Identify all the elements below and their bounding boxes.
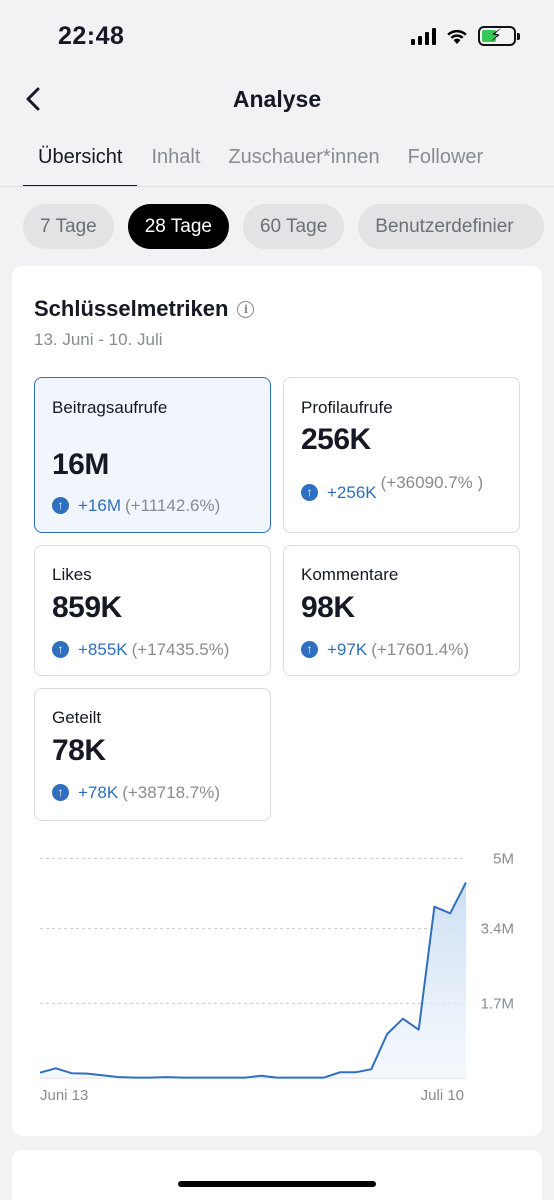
arrow-up-circle-icon: ↑ <box>301 641 318 658</box>
y-tick-label: 3.4M <box>481 921 514 938</box>
metric-card-shares[interactable]: Geteilt 78K ↑ +78K (+38718.7%) <box>34 688 271 821</box>
metric-label: Beitragsaufrufe <box>52 398 168 417</box>
metric-delta: +855K <box>78 640 128 659</box>
metric-delta: +97K <box>327 640 368 659</box>
metric-delta: +78K <box>78 783 119 802</box>
metric-percent: (+11142.6%) <box>125 496 221 515</box>
arrow-up-circle-icon: ↑ <box>301 484 318 501</box>
metric-percent: (+36090.7% ) <box>380 473 484 492</box>
metric-label: Profilaufrufe <box>301 398 393 417</box>
metric-change: ↑ +256K (+36090.7% ) <box>301 472 506 503</box>
status-time: 22:48 <box>58 22 125 50</box>
metric-card-likes[interactable]: Likes 859K ↑ +855K (+17435.5%) <box>34 545 271 676</box>
metric-percent: (+17435.5%) <box>131 640 230 659</box>
metric-percent: (+38718.7%) <box>122 783 221 802</box>
wifi-icon <box>447 29 467 44</box>
arrow-up-circle-icon: ↑ <box>52 497 69 514</box>
metric-value: 78K <box>52 734 106 767</box>
post-views-chart: 5M 3.4M 1.7M Juni 13 Juli 10 <box>39 850 514 1104</box>
date-range-chips: 7 Tage 28 Tage 60 Tage Benutzerdefinier <box>23 204 544 249</box>
info-icon[interactable]: i <box>237 300 255 318</box>
key-metrics-card: Schlüsselmetriken i 13. Juni - 10. Juli … <box>12 266 542 1136</box>
cellular-signal-icon <box>411 27 436 45</box>
back-button[interactable] <box>20 84 50 114</box>
metric-change: ↑ +16M (+11142.6%) <box>52 495 267 516</box>
home-indicator <box>178 1181 376 1187</box>
next-section-card <box>12 1150 542 1200</box>
range-7-days-chip[interactable]: 7 Tage <box>23 204 114 249</box>
status-bar: 22:48 ⚡ <box>0 0 554 72</box>
page-title: Analyse <box>232 86 322 112</box>
arrow-up-circle-icon: ↑ <box>52 641 69 658</box>
metric-label: Kommentare <box>301 565 399 584</box>
metric-value: 16M <box>52 448 109 481</box>
x-tick-label: Juni 13 <box>40 1087 88 1104</box>
range-28-days-chip[interactable]: 28 Tage <box>127 204 229 249</box>
tab-viewers[interactable]: Zuschauer*innen <box>228 146 380 168</box>
nav-header: Analyse <box>0 72 554 126</box>
metric-delta: +16M <box>78 496 121 515</box>
battery-charging-icon: ⚡ <box>478 26 520 46</box>
metric-card-profile-views[interactable]: Profilaufrufe 256K ↑ +256K (+36090.7% ) <box>283 377 520 533</box>
chevron-left-icon <box>26 87 40 111</box>
tab-overview[interactable]: Übersicht <box>0 130 138 186</box>
range-60-days-chip[interactable]: 60 Tage <box>242 204 345 249</box>
metric-delta: +256K <box>327 483 377 502</box>
metric-change: ↑ +78K (+38718.7%) <box>52 782 267 803</box>
arrow-up-circle-icon: ↑ <box>52 784 69 801</box>
date-range-label: 13. Juni - 10. Juli <box>34 330 163 349</box>
y-tick-label: 5M <box>493 850 514 867</box>
chart-area-fill <box>40 882 466 1078</box>
metric-label: Likes <box>52 565 92 584</box>
y-tick-label: 1.7M <box>481 995 514 1012</box>
status-icons: ⚡ <box>411 26 520 46</box>
metric-value: 256K <box>301 423 371 456</box>
range-custom-chip[interactable]: Benutzerdefinier <box>358 204 544 249</box>
metric-card-comments[interactable]: Kommentare 98K ↑ +97K (+17601.4%) <box>283 545 520 676</box>
metric-change: ↑ +855K (+17435.5%) <box>52 639 267 660</box>
metric-value: 859K <box>52 591 122 624</box>
tab-bar: Übersicht Inhalt Zuschauer*innen Followe… <box>0 130 554 187</box>
metric-value: 98K <box>301 591 355 624</box>
metric-percent: (+17601.4%) <box>371 640 470 659</box>
key-metrics-title-text: Schlüsselmetriken <box>34 296 229 321</box>
metric-card-post-views[interactable]: Beitragsaufrufe 16M ↑ +16M (+11142.6%) <box>34 377 271 533</box>
key-metrics-title: Schlüsselmetriken i <box>34 296 255 322</box>
metric-change: ↑ +97K (+17601.4%) <box>301 639 516 660</box>
tab-content[interactable]: Inhalt <box>151 146 201 168</box>
x-tick-label: Juli 10 <box>421 1087 464 1104</box>
metric-label: Geteilt <box>52 708 102 727</box>
tab-followers[interactable]: Follower <box>407 146 484 168</box>
chart-series-line <box>39 882 467 1079</box>
